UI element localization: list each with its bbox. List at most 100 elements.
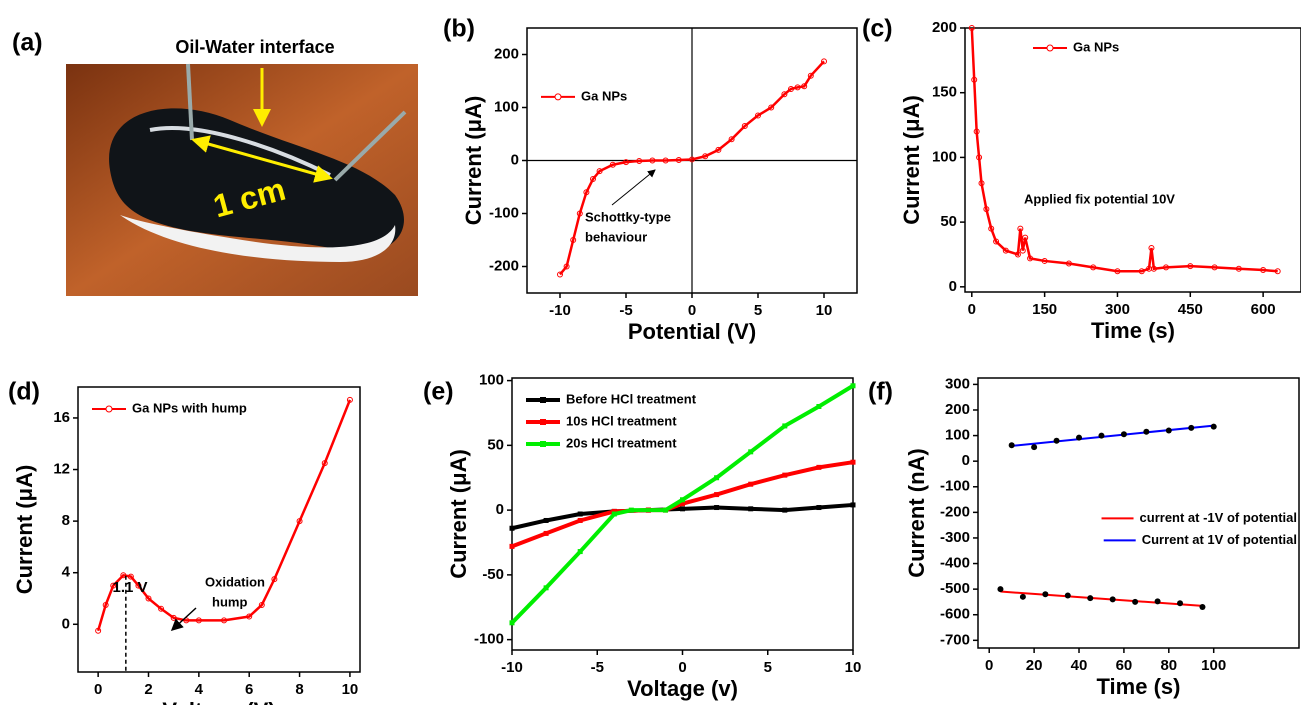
marker bbox=[680, 506, 685, 512]
marker bbox=[135, 582, 142, 589]
marker bbox=[120, 572, 127, 579]
marker bbox=[1053, 437, 1060, 444]
marker bbox=[978, 180, 985, 187]
marker bbox=[1150, 265, 1157, 272]
x-tick-label: 10 bbox=[816, 302, 833, 319]
marker bbox=[1017, 225, 1024, 232]
scale-arrow bbox=[191, 135, 333, 183]
panel-label: (c) bbox=[862, 15, 893, 43]
x-tick-label: 450 bbox=[1178, 301, 1203, 318]
marker bbox=[1260, 267, 1267, 273]
marker bbox=[850, 502, 856, 508]
marker bbox=[1065, 260, 1072, 267]
y-tick-label: 0 bbox=[949, 278, 957, 295]
y-tick-label: -100 bbox=[474, 631, 504, 648]
marker bbox=[583, 189, 590, 196]
marker bbox=[543, 585, 549, 591]
x-tick-label: 0 bbox=[985, 657, 993, 674]
marker bbox=[596, 168, 603, 175]
marker bbox=[543, 517, 549, 523]
marker bbox=[1154, 598, 1161, 605]
marker bbox=[714, 475, 720, 481]
y-tick-label: -50 bbox=[482, 566, 504, 583]
marker bbox=[1041, 257, 1048, 264]
marker bbox=[781, 91, 788, 98]
marker bbox=[755, 112, 761, 119]
y-tick-label: 16 bbox=[53, 409, 70, 426]
marker bbox=[1199, 604, 1206, 611]
marker bbox=[850, 383, 856, 389]
marker bbox=[782, 507, 788, 513]
marker bbox=[258, 601, 265, 608]
x-tick-label: 0 bbox=[678, 659, 686, 676]
marker bbox=[1087, 595, 1094, 602]
x-tick-label: 0 bbox=[688, 302, 696, 319]
plot-frame bbox=[511, 377, 854, 651]
x-tick-label: 80 bbox=[1160, 657, 1177, 674]
x-tick-label: 5 bbox=[754, 302, 762, 319]
y-tick-label: 200 bbox=[494, 45, 519, 62]
y-tick-label: -100 bbox=[489, 204, 519, 221]
marker bbox=[689, 156, 695, 163]
marker bbox=[1235, 265, 1242, 272]
x-axis-label: Time (s) bbox=[1091, 318, 1175, 343]
marker bbox=[95, 627, 102, 634]
marker bbox=[821, 58, 827, 65]
marker bbox=[807, 72, 814, 79]
marker bbox=[1177, 600, 1184, 607]
annotation: Applied fix potential 10V bbox=[1024, 191, 1175, 206]
x-tick-label: 150 bbox=[1032, 301, 1057, 318]
marker bbox=[741, 123, 748, 130]
legend-marker bbox=[105, 405, 113, 413]
x-axis-label: Voltage (V) bbox=[162, 698, 275, 705]
x-axis-label: Potential (V) bbox=[628, 319, 756, 344]
marker bbox=[221, 617, 228, 624]
marker bbox=[158, 605, 165, 612]
marker bbox=[680, 501, 685, 507]
x-tick-label: 0 bbox=[968, 301, 976, 318]
marker bbox=[1027, 255, 1034, 262]
marker bbox=[788, 85, 794, 92]
marker bbox=[816, 403, 822, 409]
y-tick-label: 0 bbox=[511, 151, 519, 168]
y-tick-label: 100 bbox=[479, 372, 504, 389]
y-tick-label: 8 bbox=[62, 512, 70, 529]
marker bbox=[246, 613, 253, 620]
y-axis-label: Current (μA) bbox=[12, 465, 37, 595]
marker bbox=[1114, 268, 1121, 275]
x-axis-label: Time (s) bbox=[1097, 674, 1181, 699]
y-tick-label: 50 bbox=[487, 436, 504, 453]
marker bbox=[1188, 424, 1195, 431]
legend-label: current at -1V of potential bbox=[1140, 510, 1297, 525]
y-tick-label: 0 bbox=[62, 615, 70, 632]
annotation: hump bbox=[212, 594, 247, 609]
plot-frame bbox=[77, 386, 361, 673]
legend-marker bbox=[540, 419, 546, 425]
marker bbox=[1210, 423, 1217, 430]
marker bbox=[1132, 598, 1139, 605]
marker bbox=[983, 206, 990, 213]
marker bbox=[816, 464, 822, 470]
annotation: Oxidation bbox=[205, 574, 265, 589]
marker bbox=[976, 154, 983, 161]
needle bbox=[333, 110, 407, 182]
y-tick-label: -300 bbox=[940, 529, 970, 546]
marker bbox=[509, 543, 515, 549]
marker bbox=[1042, 591, 1049, 598]
x-tick-label: -5 bbox=[619, 302, 632, 319]
marker bbox=[1064, 592, 1071, 599]
annotation: Schottky-type bbox=[585, 209, 671, 224]
legend-marker bbox=[540, 441, 546, 447]
marker bbox=[816, 505, 822, 511]
marker bbox=[680, 497, 685, 503]
marker bbox=[728, 136, 735, 143]
marker bbox=[997, 586, 1004, 593]
y-tick-label: 100 bbox=[494, 98, 519, 115]
trend-line bbox=[1000, 590, 1203, 607]
marker bbox=[1014, 251, 1021, 258]
y-tick-label: 0 bbox=[496, 501, 504, 518]
y-tick-label: 200 bbox=[932, 19, 957, 36]
marker bbox=[1031, 444, 1038, 451]
marker bbox=[609, 161, 616, 168]
